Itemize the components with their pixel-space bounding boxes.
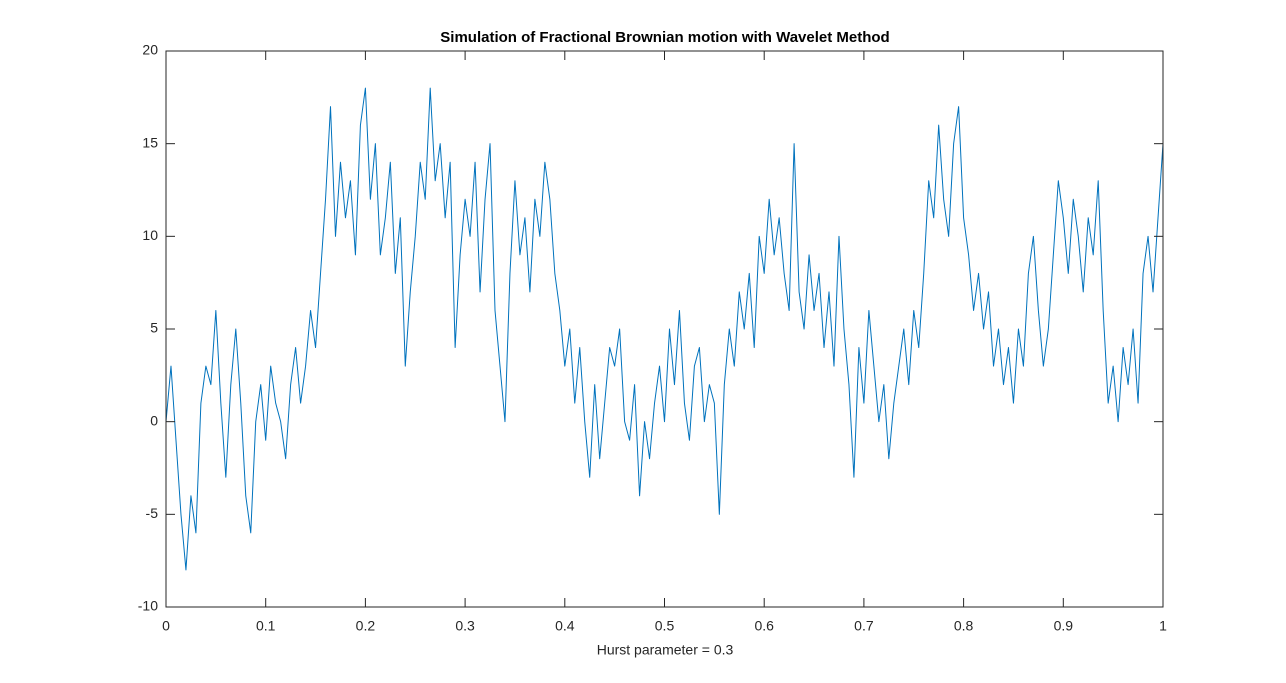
y-tick-label: 10 bbox=[142, 227, 158, 243]
y-tick-label: 0 bbox=[150, 412, 158, 428]
x-tick-label: 0.7 bbox=[854, 618, 874, 634]
y-tick-label: -10 bbox=[138, 598, 158, 614]
x-tick-label: 0.8 bbox=[954, 618, 974, 634]
x-tick-label: 0.5 bbox=[655, 618, 675, 634]
y-tick-label: 5 bbox=[150, 320, 158, 336]
x-axis-label: Hurst parameter = 0.3 bbox=[597, 642, 734, 658]
y-tick-label: -5 bbox=[146, 505, 159, 521]
x-tick-label: 0.4 bbox=[555, 618, 575, 634]
data-line bbox=[165, 87, 1164, 571]
x-tick-label: 0.9 bbox=[1054, 618, 1074, 634]
x-tick-label: 1 bbox=[1159, 618, 1167, 634]
y-tick-label: 15 bbox=[142, 134, 158, 150]
x-tick-label: 0.2 bbox=[356, 618, 376, 634]
x-tick-label: 0.1 bbox=[256, 618, 276, 634]
y-tick-label: 20 bbox=[142, 42, 158, 58]
x-tick-label: 0.6 bbox=[754, 618, 774, 634]
x-tick-label: 0 bbox=[162, 618, 170, 634]
plot-frame bbox=[165, 50, 1164, 608]
x-tick-label: 0.3 bbox=[455, 618, 475, 634]
chart-title: Simulation of Fractional Brownian motion… bbox=[440, 29, 889, 46]
